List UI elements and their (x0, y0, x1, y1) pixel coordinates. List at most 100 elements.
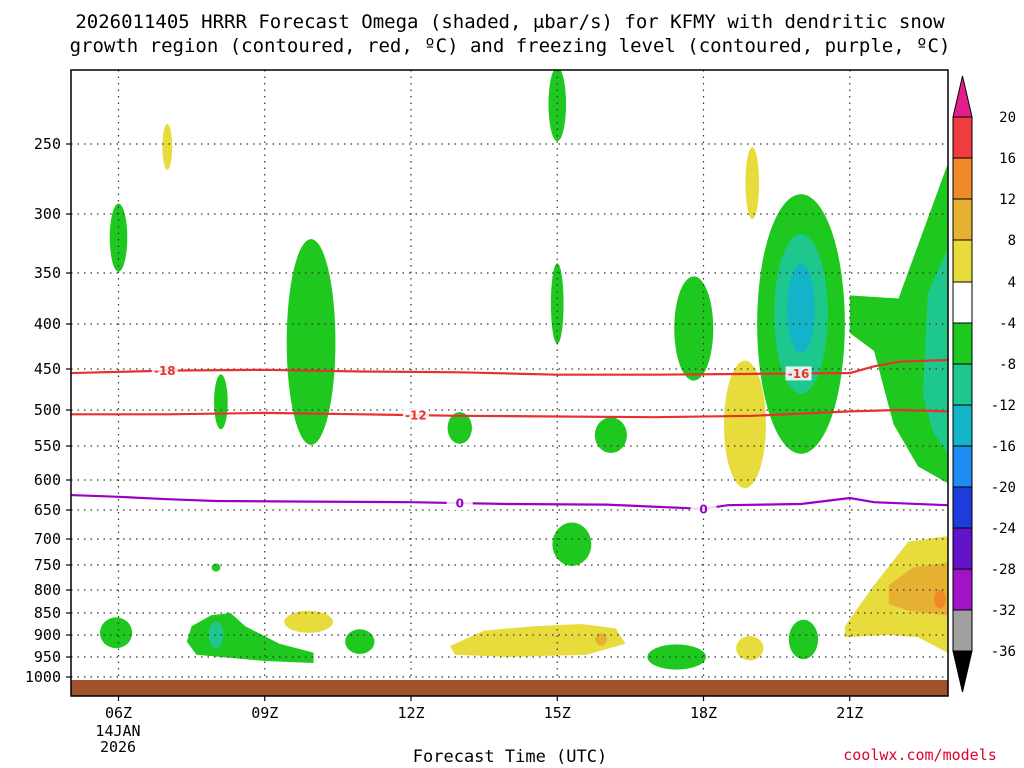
omega-region-10 (723, 360, 766, 489)
colorbar-tick-label-2: 12 (999, 192, 1016, 208)
colorbar-band-4 (952, 281, 973, 324)
y-tick-label-950: 950 (34, 648, 61, 666)
omega-region-3 (286, 239, 336, 445)
omega-region-26 (736, 636, 764, 661)
colorbar-band-5 (952, 322, 973, 365)
contour-label-dendritic-minus18-1: -16 (788, 367, 810, 381)
colorbar-band-12 (952, 609, 973, 652)
x-tick-label-12Z: 12Z (397, 704, 424, 722)
omega-region-27 (788, 619, 819, 660)
omega-region-20 (208, 621, 224, 649)
omega-region-1 (162, 123, 173, 170)
contour-label-dendritic-minus12-0: -12 (405, 409, 427, 423)
contour-label-freezing-level-0: 0 (456, 497, 464, 511)
omega-region-16 (552, 522, 592, 566)
y-tick-label-700: 700 (34, 530, 61, 548)
date-label-day: 14JAN (95, 722, 140, 740)
contour-dendritic-minus18 (71, 358, 948, 376)
omega-region-0 (109, 203, 128, 272)
colorbar-tick-label-11: -28 (991, 562, 1016, 578)
contour-label-freezing-level-1: 0 (699, 502, 707, 516)
omega-region-8 (674, 276, 714, 381)
colorbar-tick-label-13: -36 (991, 644, 1016, 660)
contour-label-bg-dendritic-minus12-0 (402, 408, 429, 423)
omega-region-6 (447, 412, 472, 444)
grid-lines (71, 70, 948, 696)
contour-label-bg-dendritic-minus18-0 (151, 363, 178, 378)
omega-region-23 (450, 624, 626, 657)
omega-region-4 (548, 70, 567, 142)
colorbar-tick-label-5: -4 (999, 316, 1016, 332)
contour-label-dendritic-minus18-0: -18 (154, 364, 176, 378)
colorbar-band-3 (952, 239, 973, 283)
colorbar-band-1 (952, 157, 973, 200)
colorbar-band-11 (952, 568, 973, 611)
x-tick-label-15Z: 15Z (544, 704, 571, 722)
y-tick-label-450: 450 (34, 360, 61, 378)
y-tick-label-800: 800 (34, 581, 61, 599)
x-axis: 06Z 09Z 12Z 15Z 18Z 21Z (105, 696, 863, 722)
plot-frame (70, 69, 949, 697)
y-tick-label-900: 900 (34, 626, 61, 644)
omega-region-7 (594, 417, 627, 454)
y-tick-label-350: 350 (34, 264, 61, 282)
x-tick-label-18Z: 18Z (690, 704, 717, 722)
date-label-year: 2026 (100, 738, 136, 756)
y-tick-label-550: 550 (34, 437, 61, 455)
ground-surface (71, 680, 948, 696)
colorbar-band-9 (952, 486, 973, 529)
colorbar-bottom-arrow (952, 650, 973, 693)
contour-dendritic-minus12 (71, 408, 948, 419)
y-tick-label-600: 600 (34, 471, 61, 489)
x-axis-title: Forecast Time (UTC) (413, 747, 607, 767)
chart-title-line-2: growth region (contoured, red, ºC) and f… (70, 35, 951, 57)
contour-label-bg-freezing-level-0 (446, 496, 473, 511)
omega-region-2 (214, 374, 228, 430)
y-axis: 250 300 350 400 450 500 550 600 650 700 750 800 850 9… (25, 135, 71, 686)
omega-region-15 (922, 249, 948, 453)
colorbar-tick-label-8: -16 (991, 439, 1016, 455)
y-tick-label-300: 300 (34, 205, 61, 223)
colorbar-tick-label-1: 16 (999, 151, 1016, 167)
y-tick-label-850: 850 (34, 604, 61, 622)
y-tick-label-650: 650 (34, 501, 61, 519)
y-tick-label-500: 500 (34, 401, 61, 419)
colorbar-tick-label-4: 4 (1008, 275, 1016, 291)
x-tick-label-09Z: 09Z (251, 704, 278, 722)
omega-shading (99, 70, 948, 670)
colorbar-tick-label-6: -8 (999, 357, 1016, 373)
colorbar-band-0 (952, 116, 973, 159)
y-tick-label-250: 250 (34, 135, 61, 153)
omega-region-24 (595, 633, 607, 646)
colorbar-tick-label-12: -32 (991, 603, 1016, 619)
contour-freezing-level (71, 493, 948, 510)
colorbar-tick-label-0: 20 (999, 110, 1016, 126)
colorbar-band-7 (952, 404, 973, 447)
contour-label-bg-dendritic-minus18-1 (785, 366, 812, 381)
colorbar-band-10 (952, 527, 973, 570)
omega-region-14 (849, 165, 948, 483)
y-tick-label-1000: 1000 (25, 668, 61, 686)
omega-region-17 (211, 563, 221, 572)
omega-region-5 (550, 263, 564, 344)
chart-title-line-1: 2026011405 HRRR Forecast Omega (shaded, … (75, 11, 945, 33)
colorbar-tick-label-10: -24 (991, 521, 1016, 537)
omega-region-30 (934, 590, 946, 609)
omega-region-22 (284, 610, 333, 633)
colorbar-band-8 (952, 445, 973, 488)
y-tick-label-400: 400 (34, 315, 61, 333)
colorbar-tick-label-3: 8 (1008, 233, 1016, 249)
colorbar-tick-label-7: -12 (991, 398, 1016, 414)
x-tick-label-06Z: 06Z (105, 704, 132, 722)
omega-region-21 (345, 629, 375, 654)
colorbar-band-2 (952, 198, 973, 241)
colorbar-tick-label-9: -20 (991, 480, 1016, 496)
credit-text: coolwx.com/models (843, 746, 997, 764)
contour-label-bg-freezing-level-1 (690, 501, 717, 516)
contour-lines: -18 -16 -12 0 0 (71, 358, 948, 516)
colorbar-band-6 (952, 363, 973, 406)
omega-region-29 (888, 562, 948, 616)
x-tick-label-21Z: 21Z (836, 704, 863, 722)
omega-region-18 (99, 617, 133, 649)
